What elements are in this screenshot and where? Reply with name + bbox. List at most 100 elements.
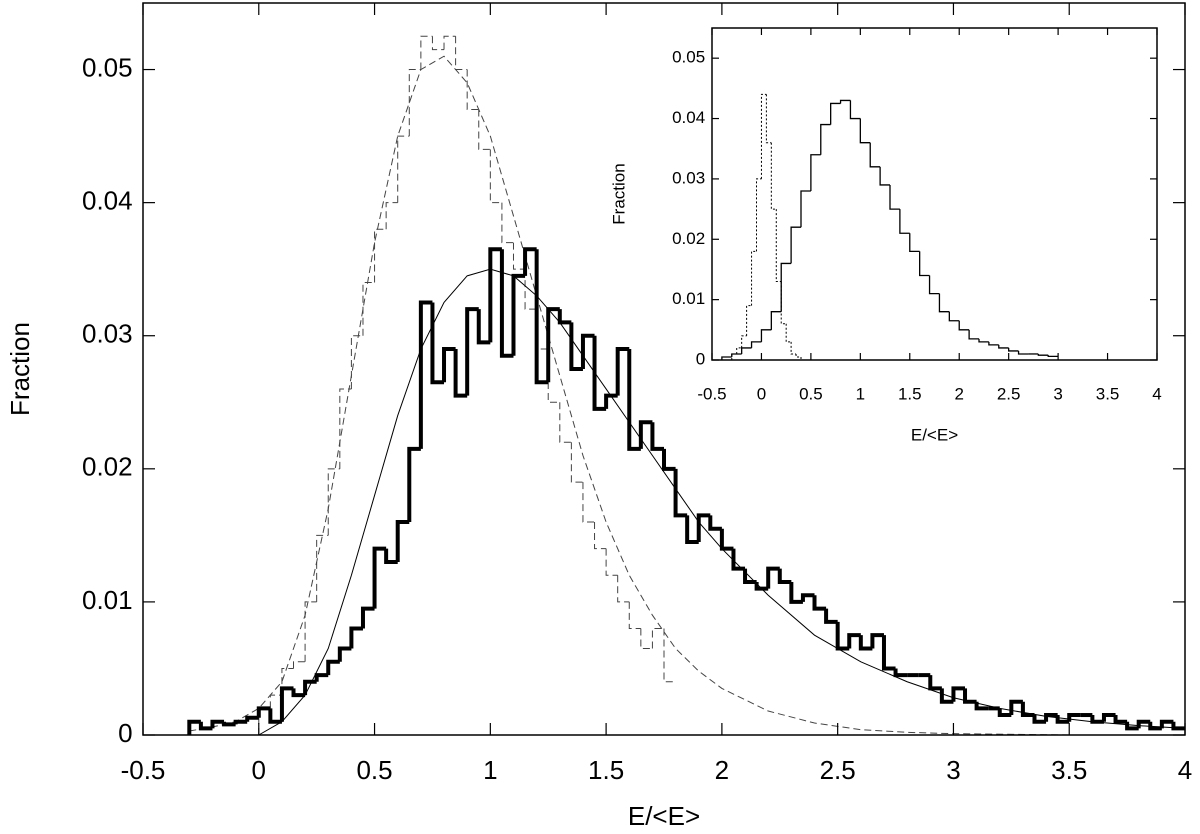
histogram-step: [360, 606, 375, 629]
histogram-step: [488, 247, 502, 343]
histogram-step: [569, 322, 583, 371]
histogram-step: [349, 626, 363, 649]
histogram-step: [696, 513, 711, 543]
y-tick-label: 0.04: [82, 186, 133, 216]
histogram-step: [754, 581, 769, 591]
y-tick-label: 0.05: [672, 48, 705, 67]
histogram-step: [928, 675, 942, 691]
histogram-step: [909, 233, 920, 252]
x-tick-label: 2: [715, 755, 729, 785]
histogram-step: [233, 719, 248, 725]
histogram-step: [605, 548, 618, 576]
histogram-step: [662, 448, 676, 471]
histogram-step: [790, 226, 801, 264]
histogram-step: [395, 520, 410, 562]
y-tick-label: 0.05: [82, 52, 133, 82]
histogram-step: [859, 118, 871, 144]
histogram-step: [339, 388, 352, 469]
histogram-step: [499, 249, 514, 358]
x-tick-label: 4: [1178, 755, 1192, 785]
y-tick-label: 0.03: [672, 168, 705, 187]
histogram-step: [281, 667, 294, 696]
histogram-step: [879, 166, 890, 186]
histogram-step: [810, 154, 821, 191]
histogram-step: [615, 347, 630, 396]
histogram-step: [777, 568, 792, 584]
histogram-step: [939, 688, 954, 704]
histogram-step: [501, 202, 514, 244]
histogram-step: [988, 341, 999, 346]
histogram-step: [1113, 715, 1128, 724]
histogram-step: [708, 515, 722, 531]
histogram-step: [314, 673, 329, 682]
histogram-step: [968, 329, 979, 340]
histogram-step: [812, 595, 827, 611]
x-tick-label: 0.5: [799, 384, 823, 403]
x-tick-label: 1: [483, 755, 497, 785]
histogram-step: [1055, 715, 1070, 724]
histogram-step: [869, 142, 881, 168]
histogram-step: [268, 708, 282, 724]
histogram-step: [1020, 701, 1035, 718]
histogram-step: [592, 335, 607, 411]
histogram-step: [431, 36, 445, 51]
histogram-step: [198, 721, 213, 731]
histogram-step: [789, 581, 803, 604]
y-tick-label: 0.02: [82, 452, 133, 482]
histogram-step: [582, 482, 595, 523]
histogram-step: [418, 300, 433, 449]
histogram-step: [928, 275, 940, 295]
histogram-step: [442, 347, 456, 383]
histogram-step: [1159, 719, 1174, 729]
histogram-step: [407, 446, 421, 523]
histogram-step: [765, 94, 772, 144]
histogram-step: [291, 688, 306, 698]
histogram-step: [820, 123, 831, 155]
histogram-step: [780, 262, 792, 312]
histogram-step: [751, 250, 757, 306]
histogram-step: [893, 668, 908, 678]
histogram-step: [570, 442, 583, 483]
histogram-step: [1008, 347, 1019, 352]
histogram-step: [1037, 353, 1049, 356]
histogram-step: [362, 281, 375, 336]
histogram-step: [385, 202, 398, 230]
histogram-step: [800, 190, 811, 228]
x-tick-label: 0: [252, 755, 266, 785]
histogram-step: [997, 708, 1012, 718]
histogram-step: [1148, 721, 1162, 731]
x-axis-label: E/<E>: [911, 425, 958, 444]
histogram-step: [951, 686, 966, 702]
histogram-step: [770, 311, 782, 330]
histogram-step: [958, 320, 970, 331]
histogram-step: [326, 659, 340, 676]
histogram-step: [750, 341, 762, 348]
histogram-step: [316, 534, 329, 602]
histogram-step: [998, 344, 1009, 349]
x-tick-label: -0.5: [121, 755, 166, 785]
histogram-step: [557, 309, 572, 325]
y-tick-label: 0: [118, 718, 132, 748]
histogram-step: [523, 247, 537, 276]
y-tick-label: 0.02: [672, 229, 705, 248]
histogram-step: [374, 228, 387, 283]
histogram-step: [800, 593, 815, 602]
x-axis-label: E/<E>: [628, 801, 700, 831]
histogram-step: [889, 184, 900, 210]
histogram-step: [303, 679, 317, 696]
histogram-step: [604, 393, 618, 409]
histogram-step: [835, 621, 850, 651]
histogram-step: [731, 353, 742, 357]
histogram-step: [978, 338, 989, 343]
y-tick-label: 0.01: [672, 289, 705, 308]
histogram-step: [617, 575, 630, 603]
histogram-step: [766, 566, 780, 589]
histogram-step: [785, 323, 792, 343]
histogram-step: [741, 347, 752, 354]
x-tick-label: 3: [946, 755, 960, 785]
histogram-step: [210, 719, 225, 729]
histogram-step: [1101, 713, 1116, 722]
histogram-step: [512, 242, 526, 270]
histogram-step: [1044, 713, 1058, 722]
